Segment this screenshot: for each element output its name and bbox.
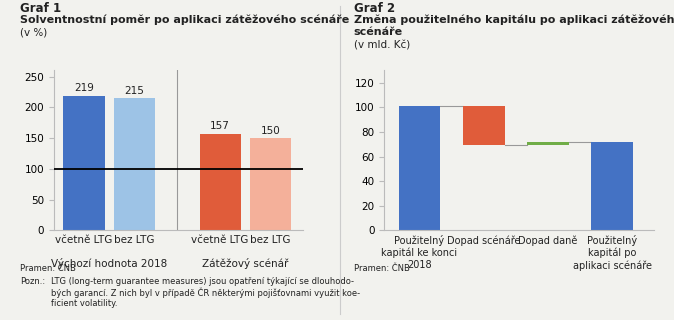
Bar xyxy=(200,134,241,230)
Bar xyxy=(527,142,569,146)
Text: 157: 157 xyxy=(210,121,230,131)
Text: LTG (long-term guarantee measures) jsou opatření týkající se dlouhodo-
bých gara: LTG (long-term guarantee measures) jsou … xyxy=(51,277,360,308)
Text: scénáře: scénáře xyxy=(354,27,403,37)
Bar xyxy=(591,142,633,230)
Text: Pramen: ČNB: Pramen: ČNB xyxy=(354,264,410,273)
Text: (v mld. Kč): (v mld. Kč) xyxy=(354,40,410,50)
Bar xyxy=(398,106,440,230)
Text: Solventnostní poměr po aplikaci zátěžového scénáře: Solventnostní poměr po aplikaci zátěžové… xyxy=(20,14,350,25)
Text: (v %): (v %) xyxy=(20,27,47,37)
Text: 219: 219 xyxy=(74,83,94,93)
Text: Graf 2: Graf 2 xyxy=(354,2,395,15)
Text: 215: 215 xyxy=(125,86,144,96)
Text: Graf 1: Graf 1 xyxy=(20,2,61,15)
Text: Výchozí hodnota 2018: Výchozí hodnota 2018 xyxy=(51,258,167,268)
Bar xyxy=(250,138,291,230)
Text: Pozn.:: Pozn.: xyxy=(20,277,45,286)
Text: Změna použitelného kapitálu po aplikaci zátěžového: Změna použitelného kapitálu po aplikaci … xyxy=(354,14,674,25)
Bar xyxy=(114,98,155,230)
Text: 150: 150 xyxy=(261,126,280,136)
Bar xyxy=(63,96,104,230)
Text: Pramen: ČNB: Pramen: ČNB xyxy=(20,264,76,273)
Bar xyxy=(463,106,505,146)
Text: Zátěžový scénář: Zátěžový scénář xyxy=(202,258,288,268)
